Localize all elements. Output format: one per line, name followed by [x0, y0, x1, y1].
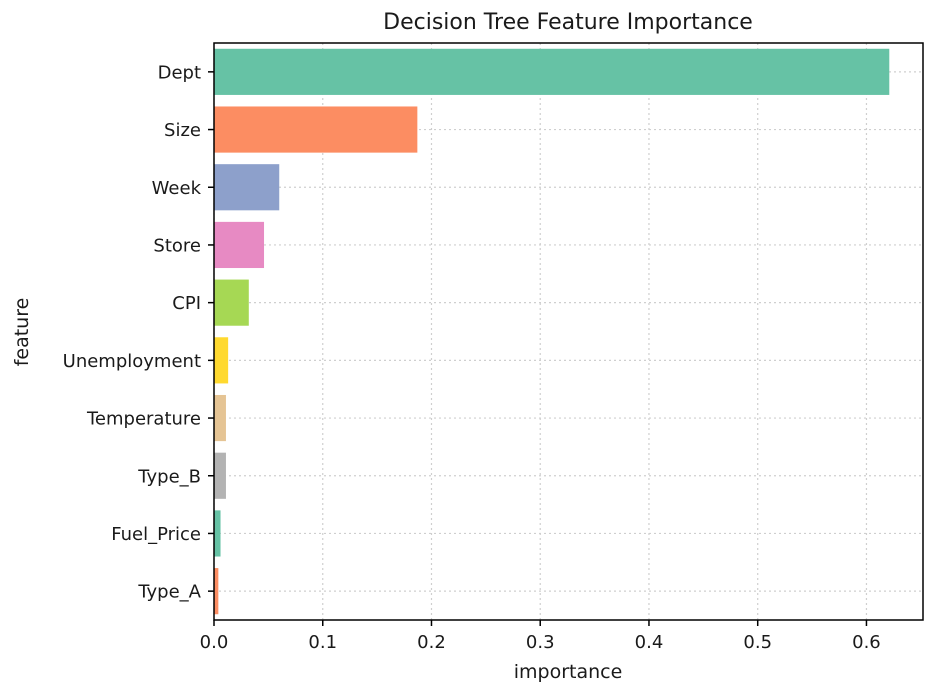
- x-tick-label: 0.4: [635, 632, 664, 653]
- bar-type-b: [214, 452, 226, 499]
- y-tick-label: Store: [153, 235, 201, 256]
- chart-title: Decision Tree Feature Importance: [383, 10, 753, 35]
- bar-layer: [214, 48, 890, 615]
- x-axis-label: importance: [514, 661, 623, 683]
- x-tick-label: 0.2: [417, 632, 446, 653]
- y-tick-label: CPI: [172, 293, 201, 314]
- x-axis-ticks: 0.0 0.1 0.2 0.3 0.4 0.5 0.6: [200, 620, 881, 653]
- grid-layer: [213, 43, 923, 620]
- x-tick-label: 0.0: [200, 632, 229, 653]
- y-tick-label: Type_A: [137, 582, 201, 603]
- y-tick-label: Week: [152, 178, 202, 199]
- bar-type-a: [214, 568, 219, 615]
- bar-cpi: [214, 279, 249, 326]
- bar-unemployment: [214, 337, 229, 384]
- bar-dept: [214, 48, 890, 95]
- bar-temperature: [214, 394, 226, 442]
- y-tick-label: Fuel_Price: [111, 524, 201, 545]
- y-tick-label: Temperature: [86, 409, 201, 430]
- bar-fuel-price: [214, 510, 221, 557]
- y-tick-label: Dept: [158, 62, 201, 83]
- x-tick-label: 0.5: [743, 632, 772, 653]
- bar-week: [214, 164, 280, 211]
- x-tick-label: 0.1: [308, 632, 337, 653]
- y-axis-ticks: Dept Size Week Store CPI Unemployment Temperat…: [63, 62, 214, 603]
- x-tick-label: 0.3: [526, 632, 555, 653]
- bar-store: [214, 221, 265, 269]
- y-axis-label: feature: [11, 298, 33, 367]
- bar-size: [214, 106, 418, 153]
- y-tick-label: Size: [164, 120, 201, 141]
- y-tick-label: Unemployment: [63, 351, 201, 372]
- y-tick-label: Type_B: [137, 466, 201, 487]
- plot-frame: [213, 42, 924, 621]
- x-tick-label: 0.6: [852, 632, 881, 653]
